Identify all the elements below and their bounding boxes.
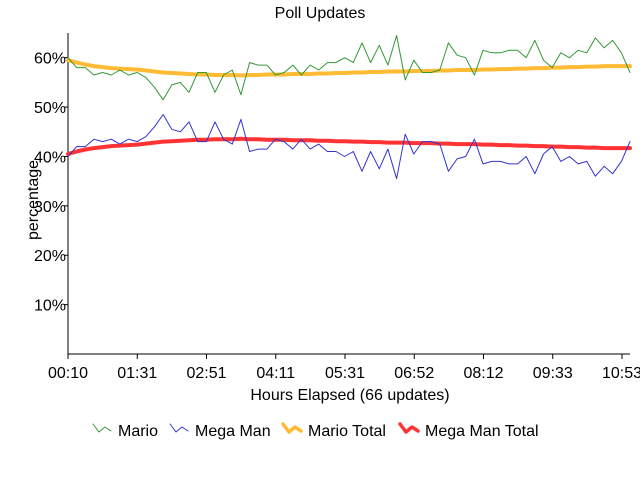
x-tick-label: 08:12 — [463, 365, 503, 382]
x-tick-label: 01:31 — [117, 365, 157, 382]
x-tick-label: 09:33 — [533, 365, 573, 382]
series-line-mega-man-total — [66, 136, 632, 156]
x-tick-label: 05:31 — [325, 365, 365, 382]
legend-swatch — [281, 422, 303, 434]
chart-title: Poll Updates — [275, 5, 366, 22]
legend-swatch — [92, 423, 112, 433]
legend: Mario Mega Man Mario Total Mega Man Total — [92, 422, 539, 440]
axes: 10% 20% 30% 40% 50% 60% 00:10 01:31 02:51 04:11 05… — [34, 33, 640, 382]
legend-swatch — [398, 422, 420, 434]
x-axis-label: Hours Elapsed (66 updates) — [250, 387, 449, 404]
x-tick-label: 06:52 — [394, 365, 434, 382]
series-line-mario-total — [66, 58, 632, 78]
y-tick-label: 20% — [34, 248, 66, 265]
legend-swatch — [169, 423, 189, 433]
x-tick-label: 10:53 — [602, 365, 640, 382]
x-tick-label: 00:10 — [48, 365, 88, 382]
y-tick-label: 30% — [34, 199, 66, 216]
legend-label: Mario — [118, 423, 158, 440]
y-tick-label: 60% — [34, 51, 66, 68]
series-line-mario — [67, 35, 631, 101]
y-tick-label: 50% — [34, 100, 66, 117]
y-tick-label: 40% — [34, 149, 66, 166]
series-layer — [66, 35, 632, 180]
legend-label: Mega Man — [195, 423, 271, 440]
y-tick-label: 10% — [34, 298, 66, 315]
legend-label: Mario Total — [308, 423, 386, 440]
series-line-mega-man — [67, 114, 631, 180]
y-axis-label: percentage — [25, 160, 42, 240]
x-tick-label: 02:51 — [186, 365, 226, 382]
x-tick-label: 04:11 — [256, 365, 295, 382]
legend-label: Mega Man Total — [425, 423, 539, 440]
